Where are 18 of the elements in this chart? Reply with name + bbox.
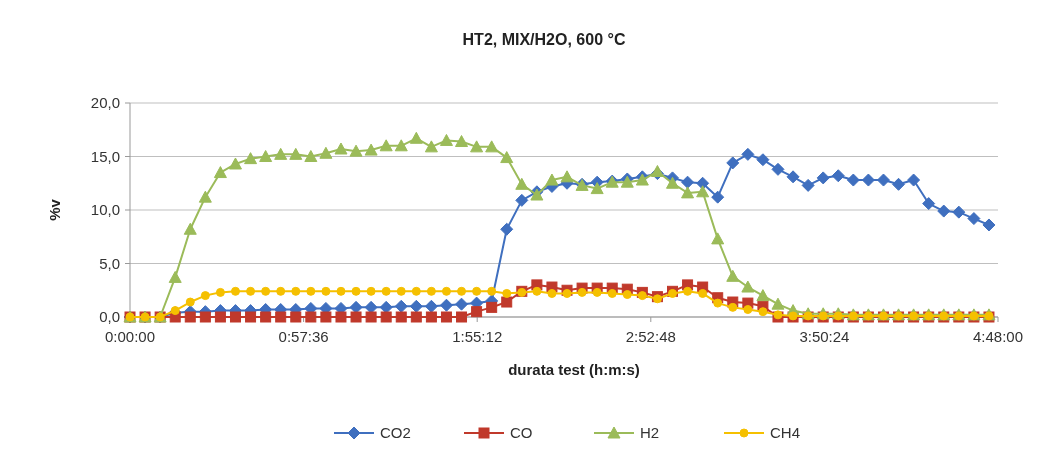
y-tick-label: 5,0 <box>99 254 120 272</box>
legend-label: CO <box>510 424 533 442</box>
y-tick-label: 10,0 <box>90 201 120 219</box>
x-tick-label: 2:52:48 <box>625 328 676 345</box>
x-tick-label: 3:50:24 <box>799 328 850 345</box>
y-tick-label: 20,0 <box>90 94 120 112</box>
y-tick-label: 15,0 <box>90 147 120 165</box>
chart-title: HT2, MIX/H2O, 600 °C <box>462 31 626 48</box>
y-axis-title: %v <box>46 198 63 221</box>
x-tick-label: 0:00:00 <box>104 328 156 345</box>
x-tick-label: 1:55:12 <box>452 328 503 345</box>
legend-label: H2 <box>640 424 660 442</box>
legend-label: CO2 <box>380 424 411 442</box>
x-axis-title: durata test (h:m:s) <box>508 361 640 378</box>
x-tick-label: 0:57:36 <box>278 328 329 345</box>
legend-label: CH4 <box>770 424 801 442</box>
x-tick-label: 4:48:00 <box>972 328 1024 345</box>
y-tick-label: 0,0 <box>99 308 120 326</box>
